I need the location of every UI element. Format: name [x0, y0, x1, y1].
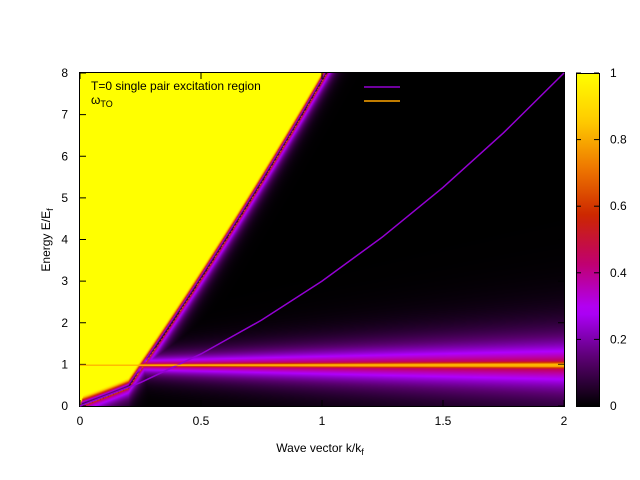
legend: T=0 single pair excitation region ωTO — [91, 79, 400, 109]
colorbar-tick-label: 0.8 — [610, 133, 627, 147]
x-axis-title-text: Wave vector k/k — [276, 441, 362, 455]
y-tick-label: 1 — [61, 357, 68, 371]
y-tick-label: 6 — [61, 149, 68, 163]
y-tick-label: 2 — [61, 316, 68, 330]
y-tick-label: 3 — [61, 274, 68, 288]
colorbar-tick-label: 0.6 — [610, 199, 627, 213]
y-axis: 0 1 2 3 4 5 6 7 8 — [61, 66, 564, 413]
x-axis: 0 0.5 1 1.5 2 — [77, 73, 568, 428]
legend-omega-sub: TO — [100, 99, 112, 109]
x-tick-label: 1 — [319, 414, 326, 428]
y-tick-label: 4 — [61, 233, 68, 247]
x-tick-label: 2 — [561, 414, 568, 428]
colorbar-tick-label: 0.2 — [610, 332, 627, 346]
y-tick-label: 5 — [61, 191, 68, 205]
series-layer — [79, 72, 565, 407]
legend-omega-symbol: ω — [91, 93, 100, 107]
plot-frame — [79, 72, 565, 407]
x-tick-label: 0.5 — [193, 414, 210, 428]
colorbar-gradient — [576, 73, 599, 406]
colorbar-tick-label: 1 — [610, 66, 617, 80]
y-axis-title: Energy E/Ef — [39, 208, 55, 272]
x-tick-label: 1.5 — [435, 414, 452, 428]
legend-label-pair-region: T=0 single pair excitation region — [91, 79, 261, 93]
x-tick-label: 0 — [77, 414, 84, 428]
legend-label-omega-to: ωTO — [91, 93, 113, 109]
heatmap-image — [80, 73, 564, 406]
y-axis-title-sub: f — [45, 208, 55, 211]
heatmap-layer — [80, 73, 564, 406]
colorbar: 0 0.2 0.4 0.6 0.8 1 — [576, 66, 627, 413]
x-axis-title: Wave vector k/kf — [276, 441, 364, 457]
colorbar-tick-label: 0 — [610, 399, 617, 413]
colorbar-frame — [576, 73, 600, 407]
x-axis-title-sub: f — [361, 447, 364, 457]
y-axis-title-text: Energy E/E — [39, 211, 53, 272]
pair-region-boundary-line — [79, 72, 565, 407]
colorbar-tick-label: 0.4 — [610, 266, 627, 280]
y-tick-label: 0 — [61, 399, 68, 413]
y-tick-label: 7 — [61, 108, 68, 122]
y-tick-label: 8 — [61, 66, 68, 80]
